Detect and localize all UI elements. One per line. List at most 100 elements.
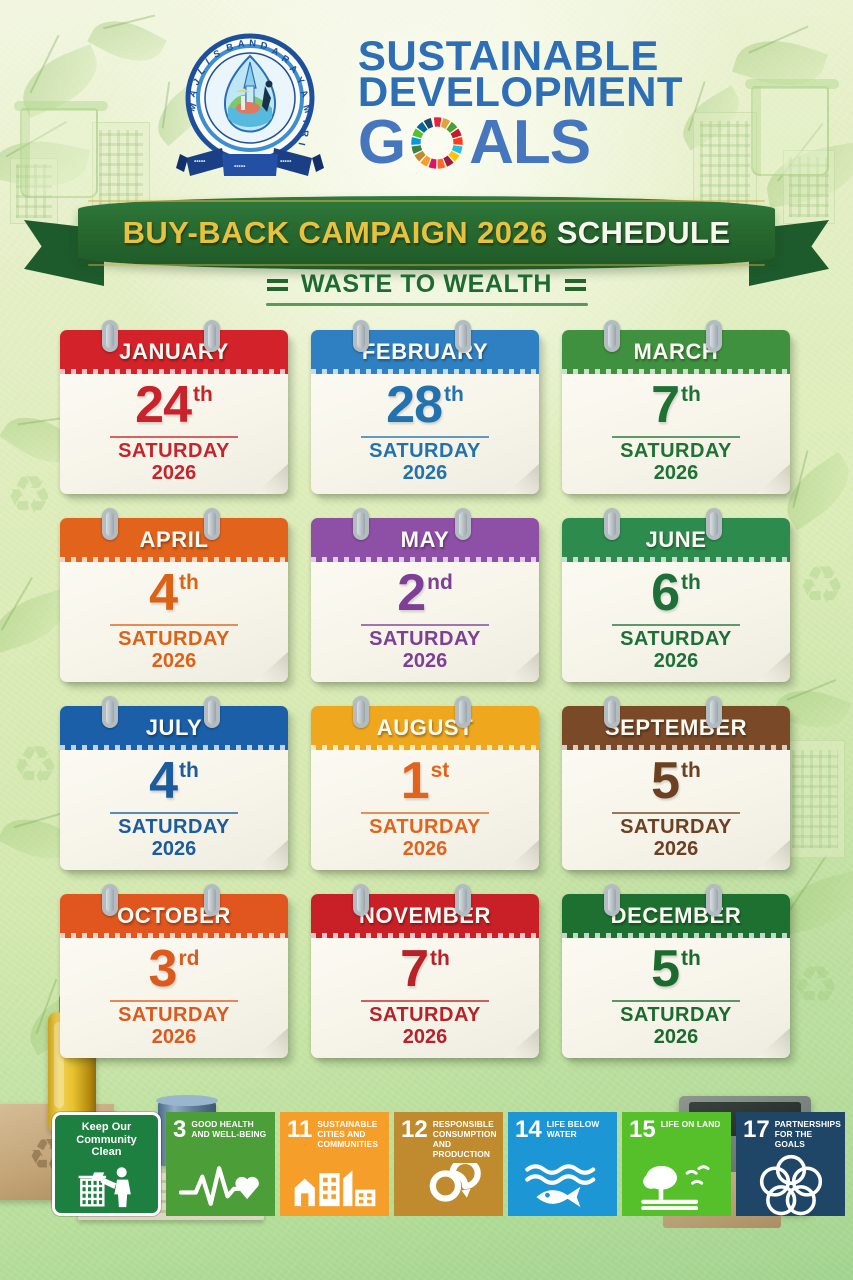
subtitle-underline (265, 303, 588, 306)
calendar-weekday: SATURDAY (369, 1004, 481, 1026)
svg-text:•••••: ••••• (280, 158, 292, 165)
calendar-month-header: DECEMBER (562, 894, 790, 938)
calendar-divider (612, 812, 740, 814)
calendar-year: 2026 (653, 838, 699, 860)
badge-label: LIFE BELOW WATER (546, 1119, 600, 1139)
calendar-page-fold (756, 464, 790, 494)
calendar-page-fold (756, 840, 790, 870)
calendar-year: 2026 (151, 838, 197, 860)
calendar-ring-icon (706, 696, 722, 728)
calendar-day-ordinal: th (430, 947, 450, 970)
calendar-month-header: SEPTEMBER (562, 706, 790, 750)
ribbon-body: BUY-BACK CAMPAIGN 2026 SCHEDULE (78, 196, 775, 270)
calendar-month-label: JULY (145, 715, 203, 740)
litter-bin-icon (55, 1163, 158, 1211)
calendar-ring-icon (706, 508, 722, 540)
banner-title-white: SCHEDULE (556, 215, 731, 250)
calendar-weekday: SATURDAY (620, 440, 732, 462)
calendar-weekday: SATURDAY (118, 816, 230, 838)
svg-text:N: N (249, 38, 257, 49)
calendar-ring-icon (706, 884, 722, 916)
calendar-month-header: NOVEMBER (311, 894, 539, 938)
calendar-month-label: SEPTEMBER (604, 715, 748, 740)
tree-birds-icon (622, 1160, 731, 1212)
svg-text:I: I (300, 119, 311, 123)
calendar-day-number: 4 (149, 564, 178, 622)
badge-header: 17 PARTNERSHIPS FOR THE GOALS (743, 1117, 841, 1150)
recycle-symbol-watermark: ♻ (798, 557, 845, 615)
calendar-day-ordinal: th (681, 571, 701, 594)
subtitle-mark-right (565, 278, 587, 291)
waste-bin-watermark (14, 101, 108, 198)
badge-header: 12 RESPONSIBLE CONSUMPTION AND PRODUCTION (401, 1117, 497, 1160)
calendar-day-number: 3 (148, 940, 178, 998)
badge-sdg-14: 14 LIFE BELOW WATER (508, 1112, 617, 1216)
svg-text:R: R (299, 130, 310, 137)
building-silhouette (785, 740, 845, 858)
sdg-title-line1: SUSTAINABLE (357, 31, 659, 79)
calendar-day-ordinal: th (444, 383, 464, 406)
calendar-ring-icon (102, 508, 118, 540)
calendar-weekday: SATURDAY (369, 440, 481, 462)
calendar-day-number: 2 (397, 564, 426, 622)
svg-text:A: A (237, 39, 245, 50)
infinity-loop-icon (394, 1160, 503, 1212)
calendar-day-ordinal: nd (427, 571, 453, 594)
calendar-ring-icon (353, 320, 369, 352)
calendar-page-fold (756, 652, 790, 682)
svg-text:A: A (297, 88, 310, 99)
sdg-goals-g: G (357, 108, 406, 178)
svg-text:A: A (187, 88, 200, 100)
calendar-page-fold (505, 464, 539, 494)
badge-label: SUSTAINABLE CITIES AND COMMUNITIES (317, 1119, 379, 1149)
poster-header: M A J L I S B A N D A R A Y A M I R I (0, 16, 853, 196)
calendar-month-header: APRIL (60, 518, 288, 562)
calendar-month-label: NOVEMBER (359, 903, 491, 928)
badge-header: 14 LIFE BELOW WATER (515, 1117, 611, 1141)
calendar-day-number: 1 (400, 752, 430, 810)
calendar-ring-icon (455, 508, 471, 540)
calendar-day-ordinal: th (681, 947, 701, 970)
badge-keep-community-clean: Keep Our Community Clean (52, 1112, 161, 1216)
calendar-weekday: SATURDAY (620, 628, 732, 650)
calendar-weekday: SATURDAY (369, 816, 481, 838)
subtitle-mark-left (266, 278, 288, 291)
calendar-ring-icon (604, 884, 620, 916)
svg-text:I: I (204, 57, 212, 68)
svg-text:S: S (212, 48, 222, 61)
calendar-year: 2026 (151, 650, 197, 672)
city-buildings-icon (280, 1160, 389, 1212)
calendar-month-header: JULY (60, 706, 288, 750)
